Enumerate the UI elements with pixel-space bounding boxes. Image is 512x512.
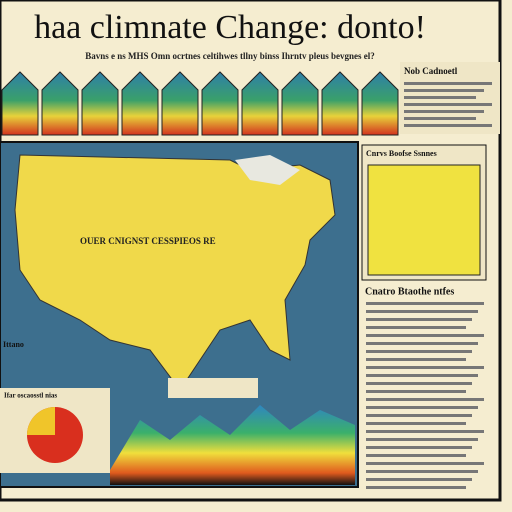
house-panel <box>161 71 199 136</box>
text-line <box>404 117 476 120</box>
text-line <box>366 398 484 401</box>
text-line <box>366 478 472 481</box>
house-panel <box>241 71 279 136</box>
text-column-heading: Cnatro Btaothe ntfes <box>365 286 454 297</box>
text-lines <box>366 302 484 489</box>
text-line <box>366 318 472 321</box>
text-line <box>404 82 492 85</box>
text-line <box>366 326 466 329</box>
house-panel <box>201 71 239 136</box>
text-line <box>366 382 472 385</box>
text-line <box>404 89 484 92</box>
text-line <box>404 96 476 99</box>
house-panel <box>1 71 39 136</box>
chart-heading: Cnrvs Boofse Ssnnes <box>366 149 437 158</box>
bottom-band <box>110 405 355 485</box>
text-line <box>366 310 478 313</box>
frame <box>0 0 502 502</box>
text-line <box>366 414 472 417</box>
house-panel <box>81 71 119 136</box>
text-line <box>366 334 484 337</box>
text-line <box>366 366 484 369</box>
text-lines <box>404 82 492 127</box>
text-line <box>366 462 484 465</box>
map-side-label: Ittano <box>3 340 24 349</box>
text-line <box>366 406 478 409</box>
title: haa climnate Change: donto! <box>34 9 426 46</box>
text-line <box>366 374 478 377</box>
text-line <box>366 486 466 489</box>
text-line <box>366 390 466 393</box>
text-line <box>404 124 492 127</box>
house-panel <box>281 71 319 136</box>
text-line <box>404 110 484 113</box>
climate-panels <box>1 71 399 136</box>
chart-area <box>367 164 481 276</box>
text-line <box>366 446 472 449</box>
subtitle: Bavns e ns MHS Omn ocrtnes celtihwes tll… <box>85 51 375 61</box>
house-panel <box>121 71 159 136</box>
pie-slice <box>27 407 55 435</box>
text-line <box>366 470 478 473</box>
text-line <box>366 438 478 441</box>
text-line <box>366 422 466 425</box>
text-line <box>366 302 484 305</box>
lake-region <box>235 155 300 185</box>
house-panel <box>41 71 79 136</box>
text-line <box>366 358 466 361</box>
top-right-heading: Nob Cadnoetl <box>404 66 458 76</box>
house-panel <box>321 71 359 136</box>
band-caption <box>168 378 258 398</box>
map-label: OUER CNIGNST CESSPIEOS RE <box>80 236 216 246</box>
text-line <box>366 454 466 457</box>
text-line <box>366 430 484 433</box>
text-line <box>366 342 478 345</box>
bottom-left-heading: Ifar oscaosstl nias <box>4 392 57 400</box>
text-line <box>366 350 472 353</box>
text-line <box>404 103 492 106</box>
house-panel <box>361 71 399 136</box>
us-map <box>14 154 336 391</box>
